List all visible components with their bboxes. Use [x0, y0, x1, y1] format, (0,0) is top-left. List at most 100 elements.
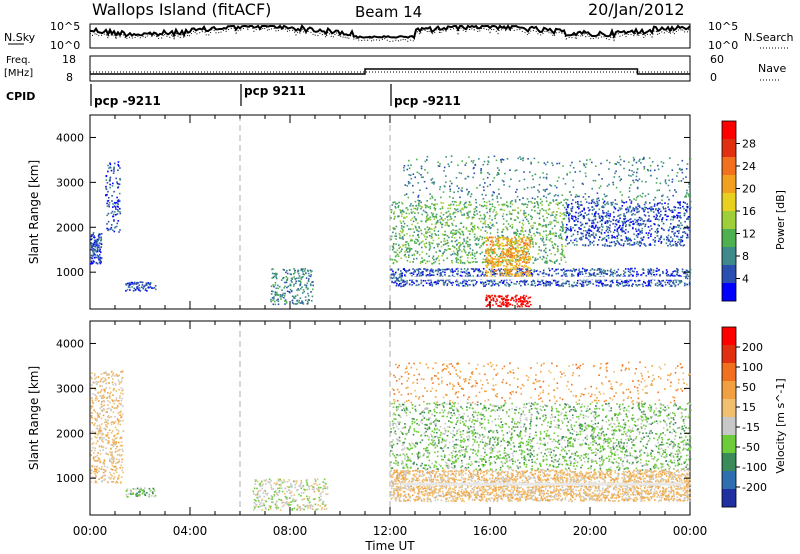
data-point	[629, 224, 631, 227]
data-point	[412, 184, 414, 187]
data-point	[578, 269, 580, 272]
data-point	[596, 221, 599, 224]
data-point	[527, 213, 530, 216]
data-point	[586, 214, 588, 216]
data-point	[416, 171, 419, 174]
data-point	[610, 273, 612, 276]
data-point	[451, 236, 453, 238]
data-point	[95, 256, 97, 259]
data-point	[572, 241, 574, 244]
data-point	[484, 259, 487, 261]
data-point	[489, 210, 491, 213]
data-point	[523, 250, 525, 253]
data-point	[447, 219, 449, 221]
data-point	[125, 283, 127, 285]
data-point	[671, 211, 673, 213]
data-point	[667, 229, 670, 232]
colorbar-segment	[722, 229, 736, 248]
data-point	[113, 170, 115, 172]
data-point	[517, 300, 520, 303]
data-point	[500, 242, 503, 245]
data-point	[486, 250, 489, 253]
data-point	[685, 275, 688, 277]
data-point	[105, 411, 107, 413]
data-point	[666, 196, 669, 198]
data-point	[406, 168, 409, 171]
data-point	[622, 275, 625, 278]
data-point	[561, 252, 563, 255]
data-point	[539, 256, 541, 259]
data-point	[142, 287, 145, 290]
data-point	[645, 245, 647, 247]
data-point	[394, 228, 396, 230]
data-point	[548, 259, 551, 262]
data-point	[522, 197, 524, 199]
data-point	[96, 242, 98, 245]
data-point	[515, 250, 517, 253]
data-point	[496, 254, 498, 256]
data-point	[581, 238, 583, 241]
data-point	[458, 242, 460, 244]
data-point	[288, 291, 290, 293]
data-point	[638, 204, 641, 207]
data-point	[470, 193, 473, 195]
data-point	[91, 257, 93, 260]
data-point	[526, 237, 528, 240]
data-point	[90, 262, 92, 265]
data-point	[596, 202, 599, 204]
data-point	[650, 282, 653, 284]
data-point	[536, 201, 539, 203]
data-point	[545, 234, 548, 237]
data-point	[468, 245, 470, 248]
data-point	[420, 167, 423, 170]
data-point	[272, 299, 274, 302]
data-point	[445, 175, 447, 177]
data-point	[470, 203, 472, 206]
data-point	[589, 274, 591, 277]
data-point	[419, 268, 422, 271]
data-point	[444, 271, 446, 274]
data-point	[577, 215, 580, 217]
data-point	[585, 280, 587, 282]
data-point	[526, 206, 528, 208]
data-point	[425, 212, 428, 214]
data-point	[653, 279, 656, 281]
data-point	[414, 270, 417, 273]
data-point	[485, 205, 488, 207]
data-point	[487, 283, 490, 285]
data-point	[271, 290, 273, 292]
data-point	[636, 220, 639, 223]
data-point	[523, 245, 525, 248]
data-point	[449, 218, 451, 221]
data-point	[656, 189, 659, 192]
data-point	[394, 280, 397, 282]
data-point	[425, 238, 427, 241]
data-point	[571, 218, 574, 220]
data-point	[431, 233, 433, 235]
data-point	[634, 213, 636, 216]
data-point	[440, 274, 442, 277]
data-point	[100, 476, 102, 479]
data-point	[479, 270, 482, 273]
data-point	[289, 284, 292, 287]
data-point	[601, 223, 603, 226]
data-point	[661, 203, 663, 205]
data-point	[428, 241, 431, 244]
data-point	[421, 206, 423, 208]
data-point	[629, 206, 631, 209]
data-point	[423, 259, 426, 261]
data-point	[624, 240, 626, 243]
data-point	[90, 256, 93, 259]
data-point	[656, 285, 659, 287]
data-point	[565, 281, 568, 283]
data-point	[623, 230, 625, 233]
data-point	[541, 272, 544, 275]
data-point	[543, 195, 545, 197]
data-point	[134, 289, 137, 291]
data-point	[118, 231, 120, 233]
data-point	[459, 222, 462, 225]
data-point	[437, 271, 440, 273]
y-tick-label: 1000	[56, 266, 84, 279]
data-point	[487, 264, 490, 266]
data-point	[101, 439, 103, 441]
